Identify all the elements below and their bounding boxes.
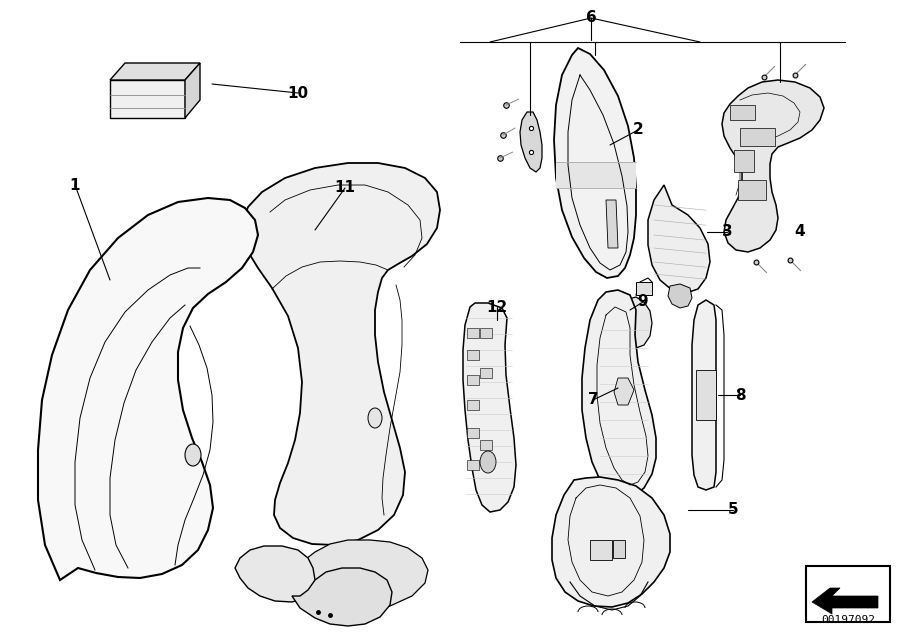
Text: 3: 3 [722, 225, 733, 240]
Bar [730, 105, 755, 120]
Polygon shape [554, 48, 636, 278]
Polygon shape [692, 300, 716, 490]
Polygon shape [463, 303, 516, 512]
Text: 00197092: 00197092 [821, 615, 875, 625]
Bar [734, 150, 754, 172]
Polygon shape [556, 162, 636, 188]
Bar [480, 328, 492, 338]
Ellipse shape [480, 451, 496, 473]
Text: 2: 2 [633, 123, 643, 137]
Polygon shape [235, 546, 315, 602]
Text: 7: 7 [588, 392, 598, 408]
Text: 6: 6 [586, 11, 597, 25]
Polygon shape [722, 80, 824, 252]
Text: 8: 8 [734, 387, 745, 403]
Text: 10: 10 [287, 85, 309, 100]
Bar [467, 328, 479, 338]
Text: 5: 5 [728, 502, 738, 518]
Bar [467, 375, 479, 385]
Bar [467, 350, 479, 360]
Bar [806, 566, 890, 622]
Ellipse shape [185, 444, 201, 466]
Polygon shape [812, 588, 878, 614]
Polygon shape [590, 540, 612, 560]
Bar [480, 440, 492, 450]
Polygon shape [292, 568, 392, 626]
Text: 1: 1 [70, 177, 80, 193]
Polygon shape [520, 112, 542, 172]
Polygon shape [582, 290, 656, 498]
Text: 12: 12 [486, 300, 508, 314]
Polygon shape [185, 63, 200, 118]
Bar [738, 180, 766, 200]
Bar [480, 368, 492, 378]
Polygon shape [552, 477, 670, 607]
Polygon shape [110, 80, 185, 118]
Polygon shape [38, 198, 258, 580]
Polygon shape [242, 163, 440, 545]
Polygon shape [613, 540, 625, 558]
Text: 11: 11 [335, 181, 356, 195]
Polygon shape [620, 297, 652, 348]
Bar [467, 400, 479, 410]
Polygon shape [636, 282, 652, 295]
Polygon shape [614, 378, 634, 405]
Bar [467, 428, 479, 438]
Text: 4: 4 [795, 225, 806, 240]
Polygon shape [110, 63, 200, 80]
Ellipse shape [368, 408, 382, 428]
Polygon shape [696, 370, 716, 420]
Text: 9: 9 [638, 294, 648, 310]
Bar [467, 460, 479, 470]
Polygon shape [290, 540, 428, 610]
Polygon shape [606, 200, 618, 248]
Polygon shape [668, 284, 692, 308]
Polygon shape [648, 185, 710, 293]
Bar [740, 128, 775, 146]
